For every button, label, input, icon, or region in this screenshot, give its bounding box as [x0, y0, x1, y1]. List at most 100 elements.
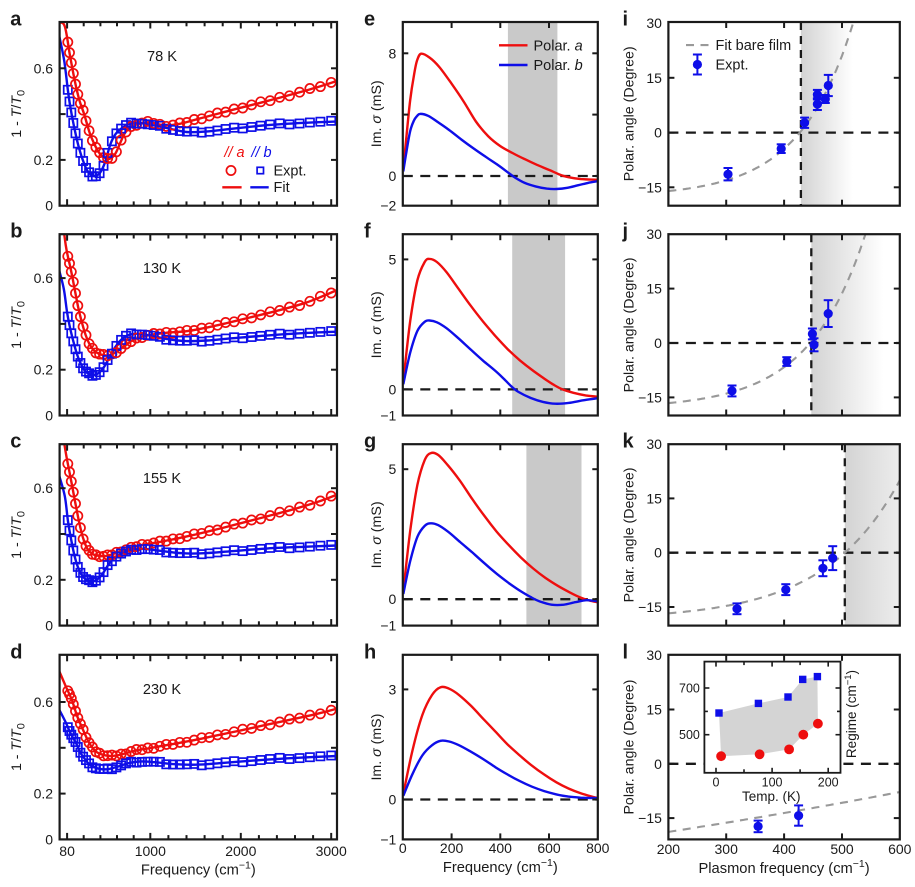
svg-text:8: 8 — [389, 45, 397, 61]
svg-text:130 K: 130 K — [143, 261, 181, 277]
svg-text:0: 0 — [45, 831, 53, 847]
svg-text:1000: 1000 — [135, 843, 166, 859]
svg-text:5: 5 — [389, 461, 397, 477]
svg-text:0: 0 — [389, 168, 397, 184]
svg-text:−15: −15 — [638, 179, 662, 195]
svg-text:30: 30 — [646, 436, 662, 452]
svg-text:2000: 2000 — [225, 843, 256, 859]
svg-text:Polar. angle (Degree): Polar. angle (Degree) — [622, 467, 638, 602]
svg-text:0: 0 — [45, 198, 53, 214]
svg-text:30: 30 — [646, 647, 662, 663]
svg-text:f: f — [364, 221, 371, 243]
svg-text:800: 800 — [586, 840, 610, 856]
svg-text:0.2: 0.2 — [34, 362, 54, 378]
svg-text:Frequency (cm−1): Frequency (cm−1) — [443, 857, 558, 876]
svg-text:Expt.: Expt. — [274, 164, 307, 180]
svg-text:500: 500 — [679, 728, 700, 742]
svg-text:0: 0 — [389, 591, 397, 607]
svg-text:15: 15 — [646, 702, 662, 718]
svg-text:−15: −15 — [638, 599, 662, 615]
svg-text:600: 600 — [888, 841, 912, 857]
svg-text:1 - T/T0: 1 - T/T0 — [9, 90, 28, 138]
svg-text:0: 0 — [654, 125, 662, 141]
svg-text:Fit bare film: Fit bare film — [716, 38, 792, 54]
svg-text:15: 15 — [646, 70, 662, 86]
svg-text:j: j — [622, 221, 629, 243]
svg-text:200: 200 — [440, 840, 464, 856]
svg-text:1 - T/T0: 1 - T/T0 — [9, 301, 28, 349]
svg-text:30: 30 — [646, 226, 662, 242]
svg-text:0: 0 — [654, 335, 662, 351]
svg-text:0: 0 — [389, 381, 397, 397]
svg-text:Expt.: Expt. — [716, 58, 749, 74]
svg-text:0.6: 0.6 — [34, 694, 54, 710]
svg-text:−15: −15 — [638, 389, 662, 405]
svg-text:0: 0 — [45, 618, 53, 634]
svg-text:300: 300 — [715, 841, 739, 857]
svg-text:400: 400 — [772, 841, 796, 857]
svg-text:c: c — [10, 431, 21, 453]
svg-text:Fit: Fit — [274, 180, 290, 196]
svg-text:i: i — [623, 9, 629, 31]
svg-text:0.2: 0.2 — [34, 152, 54, 168]
svg-text:0: 0 — [654, 756, 662, 772]
svg-text:Polar. angle (Degree): Polar. angle (Degree) — [622, 257, 638, 392]
svg-text:80: 80 — [59, 843, 75, 859]
svg-text:−2: −2 — [380, 198, 396, 214]
svg-text:0.2: 0.2 — [34, 572, 54, 588]
svg-text:Polar. angle (Degree): Polar. angle (Degree) — [622, 46, 638, 181]
svg-text:l: l — [623, 641, 629, 663]
svg-text:3000: 3000 — [316, 843, 347, 859]
svg-text:e: e — [364, 9, 375, 31]
svg-text:5: 5 — [389, 251, 397, 267]
svg-text:0.6: 0.6 — [34, 270, 54, 286]
svg-text:a: a — [10, 9, 22, 31]
svg-text:Im. σ (mS): Im. σ (mS) — [369, 501, 385, 568]
svg-text:400: 400 — [489, 840, 513, 856]
svg-text:−15: −15 — [638, 810, 662, 826]
svg-text:Frequency (cm−1): Frequency (cm−1) — [141, 860, 256, 879]
svg-text:600: 600 — [537, 840, 561, 856]
svg-text:0: 0 — [654, 545, 662, 561]
svg-text:0.2: 0.2 — [34, 786, 54, 802]
svg-text:0: 0 — [399, 840, 407, 856]
svg-text:500: 500 — [830, 841, 854, 857]
svg-text:200: 200 — [657, 841, 681, 857]
svg-text:b: b — [10, 221, 22, 243]
svg-text:0: 0 — [713, 776, 720, 790]
svg-text:Polar. b: Polar. b — [534, 58, 583, 74]
svg-text:0.6: 0.6 — [34, 480, 54, 496]
svg-text:0: 0 — [389, 792, 397, 808]
svg-text:15: 15 — [646, 281, 662, 297]
svg-text:Temp. (K): Temp. (K) — [742, 789, 801, 804]
svg-text:−1: −1 — [380, 831, 396, 847]
svg-text:3: 3 — [389, 681, 397, 697]
svg-text:Polar. angle (Degree): Polar. angle (Degree) — [622, 680, 638, 815]
svg-text:155 K: 155 K — [143, 471, 181, 487]
svg-text:Im. σ (mS): Im. σ (mS) — [369, 291, 385, 358]
svg-text:d: d — [10, 641, 22, 663]
svg-text:1 - T/T0: 1 - T/T0 — [9, 511, 28, 559]
svg-text:100: 100 — [762, 776, 783, 790]
svg-text:200: 200 — [818, 776, 839, 790]
svg-text:Polar. a: Polar. a — [534, 38, 583, 54]
svg-text:78 K: 78 K — [147, 49, 177, 65]
svg-text:Im. σ (mS): Im. σ (mS) — [369, 714, 385, 781]
svg-text:g: g — [364, 431, 376, 453]
svg-text:k: k — [623, 431, 635, 453]
svg-text:// b: // b — [250, 145, 271, 161]
svg-text:Plasmon frequency (cm−1): Plasmon frequency (cm−1) — [699, 858, 870, 877]
svg-text:// a: // a — [223, 145, 244, 161]
svg-text:Im. σ (mS): Im. σ (mS) — [369, 80, 385, 147]
svg-text:700: 700 — [679, 682, 700, 696]
svg-text:Regime (cm−1): Regime (cm−1) — [843, 670, 859, 758]
svg-text:0.6: 0.6 — [34, 60, 54, 76]
svg-text:15: 15 — [646, 490, 662, 506]
svg-text:230 K: 230 K — [143, 682, 181, 698]
svg-text:−1: −1 — [380, 408, 396, 424]
svg-text:−1: −1 — [380, 618, 396, 634]
svg-text:1 - T/T0: 1 - T/T0 — [9, 723, 28, 771]
svg-text:h: h — [364, 641, 376, 663]
svg-text:30: 30 — [646, 15, 662, 31]
svg-text:0: 0 — [45, 408, 53, 424]
